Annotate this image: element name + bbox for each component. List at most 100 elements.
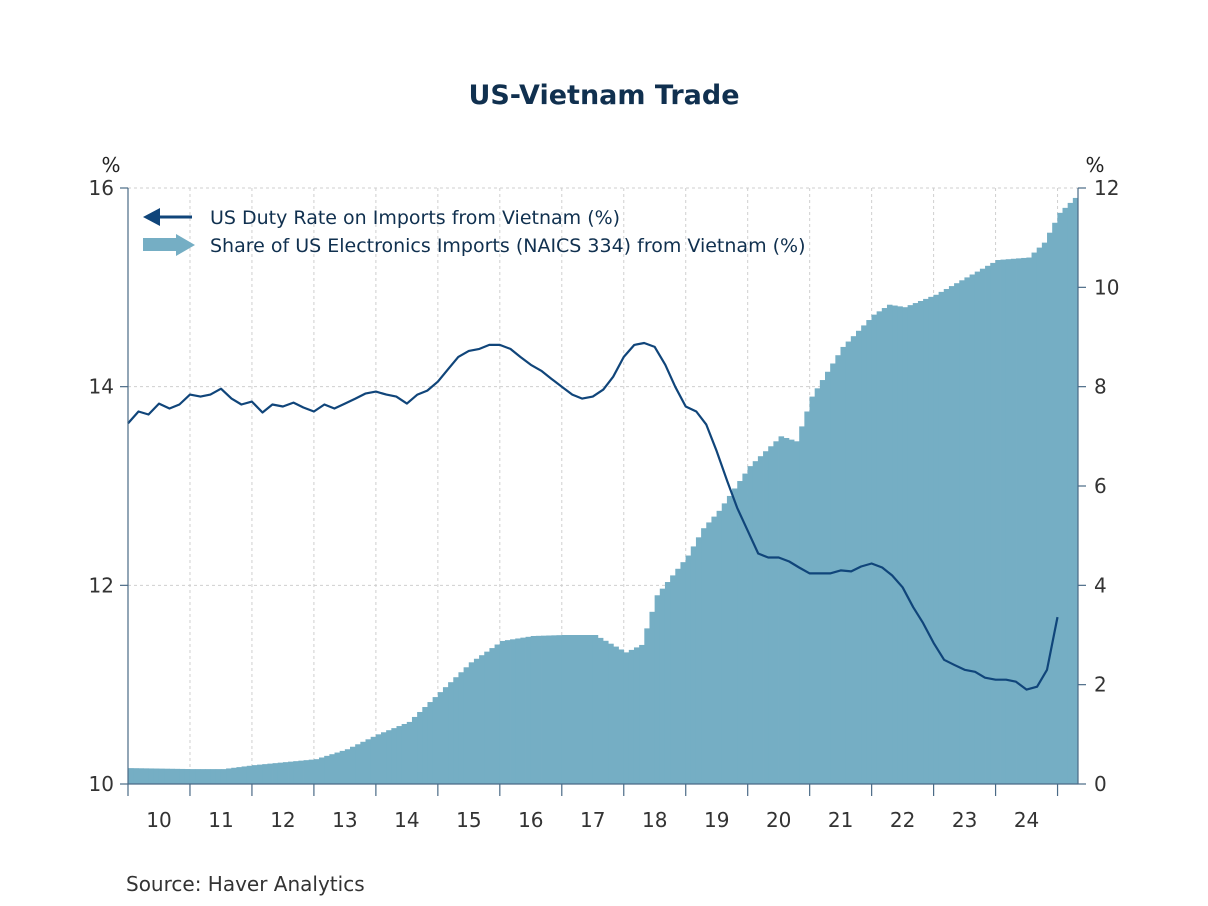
share-bar [153, 768, 160, 784]
share-bar [1072, 197, 1079, 784]
share-bar [990, 262, 996, 784]
share-bar [551, 635, 557, 784]
share-bar [732, 488, 738, 784]
legend-item-duty-rate: US Duty Rate on Imports from Vietnam (%) [143, 207, 620, 229]
x-tick-label: 11 [208, 808, 233, 832]
x-tick-label: 14 [394, 808, 419, 832]
share-bar [1041, 242, 1048, 785]
share-bar [804, 411, 810, 784]
share-bar [721, 503, 728, 784]
duty-rate-line [127, 341, 1059, 691]
share-bar [778, 436, 785, 784]
share-bar [164, 768, 170, 784]
share-bar [427, 702, 434, 784]
share-bar [282, 762, 289, 784]
share-bar [370, 736, 377, 784]
share-bar [184, 769, 191, 784]
share-bar [995, 260, 1001, 784]
share-bar [210, 769, 217, 784]
share-bar [391, 728, 397, 784]
share-bar [257, 764, 263, 784]
share-bar [561, 635, 568, 784]
share-bar [251, 765, 258, 784]
x-tick-label: 10 [146, 808, 171, 832]
axes [120, 187, 1086, 796]
share-bar [819, 380, 826, 784]
share-bar [303, 760, 310, 784]
share-bar [128, 768, 134, 784]
share-bar [608, 643, 614, 784]
share-bars [128, 197, 1079, 785]
share-bar [845, 341, 852, 784]
share-bar [241, 766, 248, 784]
share-bar [768, 446, 774, 784]
share-bar [892, 305, 898, 784]
share-bar [298, 760, 304, 784]
share-bar [572, 635, 578, 784]
share-bar [396, 726, 403, 784]
share-bar [205, 769, 212, 784]
share-bar [876, 311, 883, 784]
share-bar [195, 769, 201, 784]
share-bar [380, 732, 387, 784]
share-bar [339, 750, 346, 784]
share-bar [406, 721, 413, 784]
share-bar [215, 769, 222, 784]
x-tick-label: 12 [270, 808, 295, 832]
share-bar [484, 651, 490, 784]
share-bar [143, 768, 150, 784]
share-bar [1036, 247, 1043, 785]
x-tick-label: 15 [456, 808, 481, 832]
share-bar [959, 280, 965, 784]
share-bar [226, 768, 232, 784]
left-tick-label: 14 [89, 375, 114, 399]
share-bar [319, 757, 325, 784]
share-bar [520, 637, 526, 784]
share-bar [763, 451, 769, 784]
share-bar [293, 761, 299, 784]
share-bar [690, 546, 697, 784]
right-tick-label: 0 [1094, 772, 1107, 796]
share-bar [830, 363, 836, 784]
share-bar [623, 652, 630, 784]
x-tick-label: 23 [952, 808, 977, 832]
share-bar [943, 288, 950, 784]
share-bar [510, 639, 516, 784]
share-bar [701, 528, 707, 784]
share-bar [628, 649, 635, 784]
share-bar [133, 768, 139, 784]
share-bar [752, 461, 759, 784]
share-bar [375, 734, 382, 784]
share-bar [169, 768, 175, 784]
share-bar [288, 761, 294, 784]
share-bar [1021, 257, 1027, 784]
share-bar [747, 466, 754, 784]
share-bar [716, 510, 723, 784]
x-tick-label: 22 [890, 808, 915, 832]
share-bar [277, 762, 284, 784]
share-bar [473, 658, 480, 784]
share-bar [618, 649, 625, 784]
share-bar [541, 635, 547, 784]
share-bar [897, 306, 903, 784]
share-bar [809, 396, 816, 784]
share-bar [246, 765, 253, 784]
share-bar [1016, 258, 1022, 785]
share-bar [329, 754, 335, 784]
share-bar [794, 441, 800, 784]
share-bar [463, 667, 470, 784]
share-bar [350, 746, 356, 784]
right-tick-label: 6 [1094, 474, 1107, 498]
left-axis-unit: % [101, 153, 120, 177]
duty-rate-line-group [127, 341, 1059, 691]
share-bar [659, 588, 666, 784]
share-bar [788, 439, 795, 784]
share-bar [499, 640, 506, 784]
share-bar [468, 662, 475, 784]
share-bar [1047, 232, 1053, 784]
share-bar [685, 555, 692, 784]
right-tick-label: 2 [1094, 673, 1107, 697]
share-bar [974, 271, 981, 784]
share-bar [313, 759, 320, 784]
share-bar [148, 768, 155, 784]
